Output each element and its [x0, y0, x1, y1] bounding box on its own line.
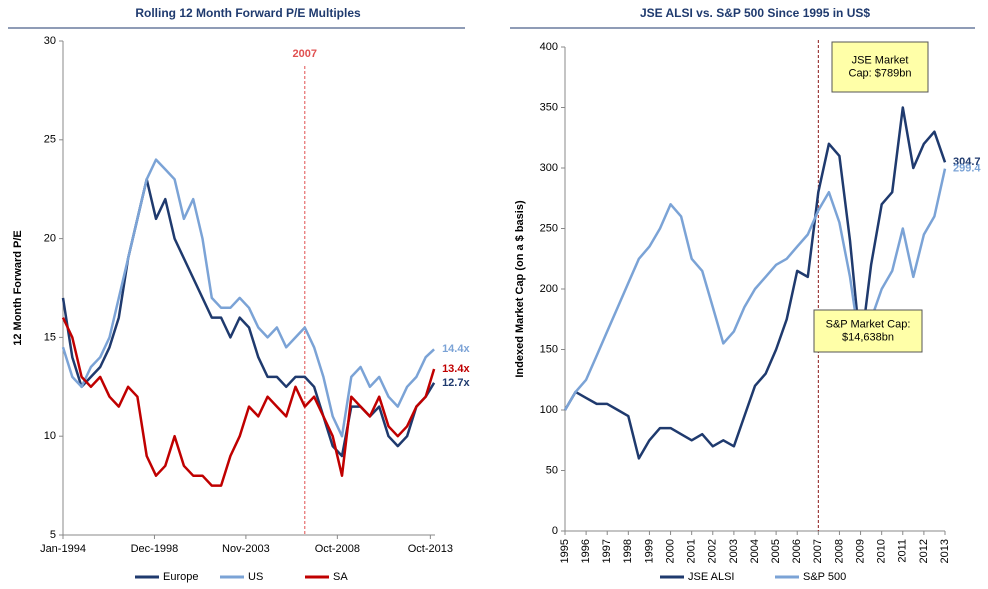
- legend-label: JSE ALSI: [688, 571, 734, 583]
- y-axis-label: Indexed Market Cap (on a $ basis): [514, 200, 526, 378]
- annotation-box: [813, 309, 923, 353]
- y-tick-label: 10: [44, 430, 56, 442]
- y-tick-label: 5: [50, 529, 56, 541]
- annotation-text: JSE Market: [852, 54, 909, 66]
- x-tick-label: 1998: [622, 539, 634, 563]
- legend-label: Europe: [163, 571, 198, 583]
- x-tick-label: 2004: [749, 539, 761, 563]
- x-tick-label: Oct-2013: [408, 543, 453, 555]
- annotation-text: S&P Market Cap:: [826, 318, 911, 330]
- x-tick-label: 2007: [812, 539, 824, 563]
- end-label: 14.4x: [442, 343, 470, 355]
- y-tick-label: 0: [552, 525, 558, 537]
- x-tick-label: 2000: [664, 539, 676, 563]
- reference-label: 2007: [293, 48, 317, 60]
- y-tick-label: 300: [540, 162, 558, 174]
- x-tick-label: 2008: [833, 539, 845, 563]
- end-label: 12.7x: [442, 377, 470, 389]
- x-tick-label: 2010: [876, 539, 888, 563]
- x-tick-label: 2013: [939, 539, 951, 563]
- annotation-box: [831, 41, 929, 93]
- y-tick-label: 400: [540, 41, 558, 53]
- x-tick-label: 1999: [643, 539, 655, 563]
- series-line: [61, 158, 435, 438]
- series-line: [61, 317, 436, 487]
- x-tick-label: 2012: [918, 539, 930, 563]
- y-tick-label: 100: [540, 404, 558, 416]
- end-label: 13.4x: [442, 363, 470, 375]
- x-tick-label: 2002: [707, 539, 719, 563]
- y-tick-label: 250: [540, 222, 558, 234]
- chart-title: JSE ALSI vs. S&P 500 Since 1995 in US$: [640, 6, 870, 20]
- annotation-text: Cap: $789bn: [849, 67, 912, 79]
- series-line: [563, 106, 947, 460]
- end-label: 299.4: [953, 163, 981, 175]
- x-tick-label: 2003: [728, 539, 740, 563]
- chart-title: Rolling 12 Month Forward P/E Multiples: [135, 6, 361, 20]
- y-axis-label: 12 Month Forward P/E: [12, 230, 24, 346]
- x-tick-label: 1996: [580, 539, 592, 563]
- legend-label: S&P 500: [803, 571, 846, 583]
- x-tick-label: Oct-2008: [315, 543, 360, 555]
- y-tick-label: 25: [44, 134, 56, 146]
- legend-label: SA: [333, 571, 348, 583]
- x-tick-label: 2001: [686, 539, 698, 563]
- legend-label: US: [248, 571, 263, 583]
- x-tick-label: 1997: [601, 539, 613, 563]
- y-tick-label: 50: [546, 464, 558, 476]
- y-tick-label: 200: [540, 283, 558, 295]
- series-line: [563, 168, 947, 411]
- x-tick-label: Nov-2003: [222, 543, 270, 555]
- x-tick-label: Dec-1998: [131, 543, 179, 555]
- x-tick-label: 1995: [559, 539, 571, 563]
- x-tick-label: Jan-1994: [40, 543, 86, 555]
- y-tick-label: 150: [540, 343, 558, 355]
- x-tick-label: 2005: [770, 539, 782, 563]
- series-line: [61, 178, 436, 458]
- x-tick-label: 2006: [791, 539, 803, 563]
- end-label: 304.7: [953, 156, 981, 168]
- annotation-text: $14,638bn: [842, 331, 894, 343]
- y-tick-label: 15: [44, 331, 56, 343]
- y-tick-label: 30: [44, 35, 56, 47]
- x-tick-label: 2011: [897, 539, 909, 563]
- x-tick-label: 2009: [854, 539, 866, 563]
- y-tick-label: 350: [540, 101, 558, 113]
- y-tick-label: 20: [44, 233, 56, 245]
